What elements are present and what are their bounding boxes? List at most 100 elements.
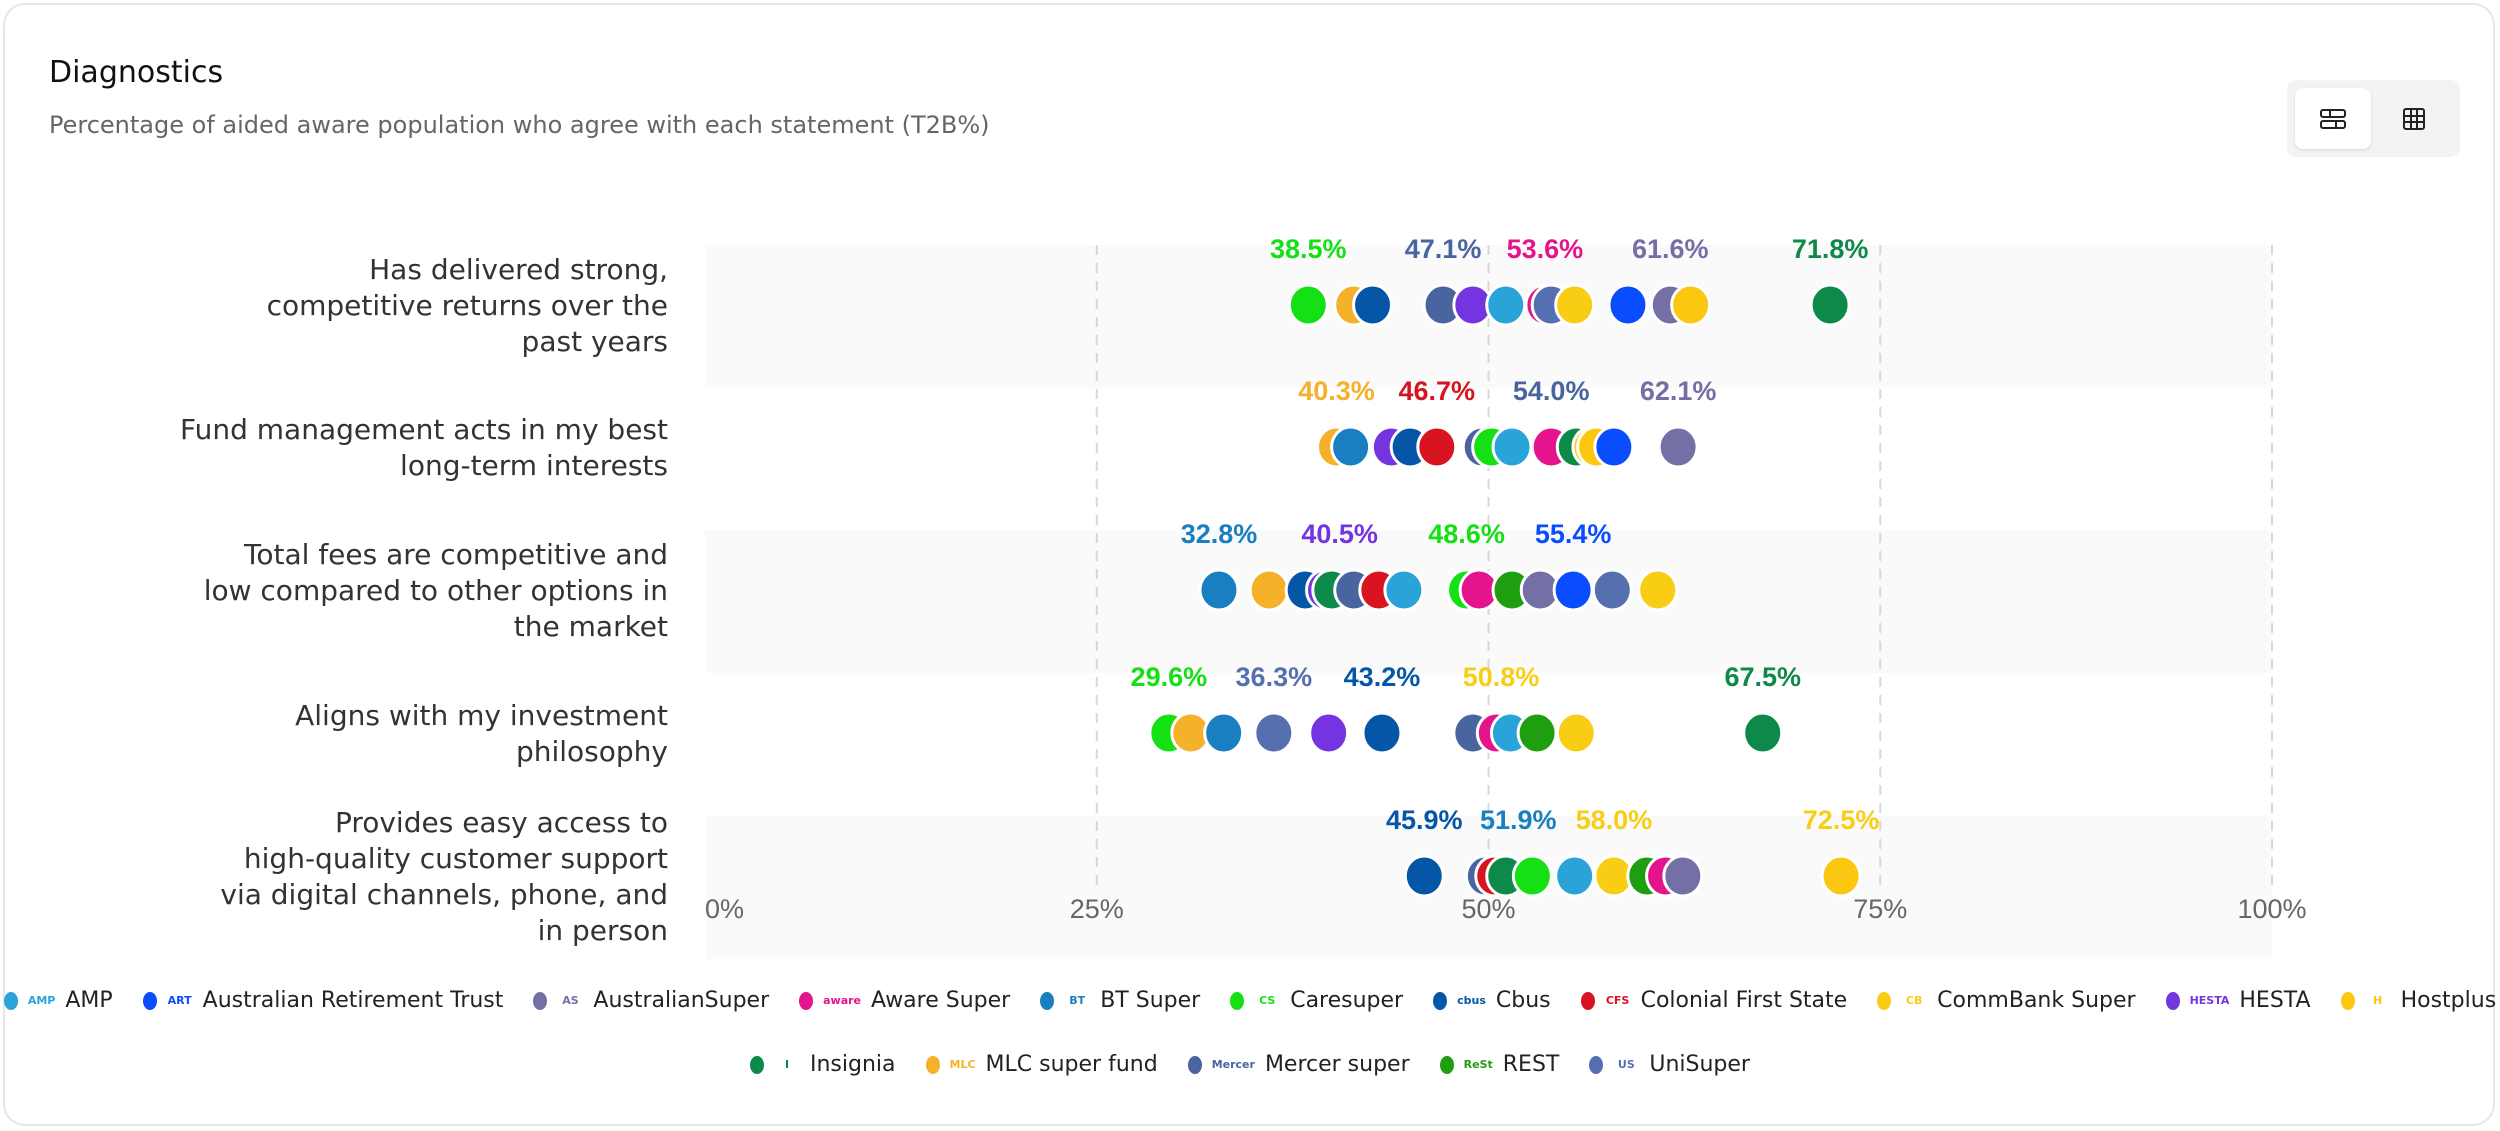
category-label: Provides easy access to high-quality cust… [220, 806, 668, 947]
category-label-line: competitive returns over the [267, 289, 668, 322]
data-point [1491, 425, 1533, 469]
category-label-line: Total fees are competitive and [243, 538, 668, 571]
data-label: 32.8% [1181, 519, 1258, 549]
legend-label: HESTA [2239, 988, 2311, 1013]
data-point [1308, 711, 1350, 755]
legend-item[interactable]: ReSt REST [1439, 1052, 1559, 1077]
category-label-line: long-term interests [400, 449, 668, 482]
dot-plot-view-button[interactable] [2295, 88, 2371, 149]
category-label-line: the market [514, 610, 668, 643]
legend-item[interactable]: aware Aware Super [799, 988, 1010, 1013]
legend-dot-icon [142, 991, 157, 1010]
brand-logo-icon: CS [1259, 994, 1276, 1007]
data-point [1330, 425, 1372, 469]
legend-item[interactable]: BT BT Super [1040, 988, 1200, 1013]
data-label: 51.9% [1480, 805, 1557, 835]
legend-item[interactable]: ART Australian Retirement Trust [142, 988, 503, 1013]
data-label: 46.7% [1399, 376, 1476, 406]
legend-label: Aware Super [871, 988, 1011, 1013]
brand-logo-icon: H [2372, 994, 2383, 1007]
legend-item[interactable]: MLC MLC super fund [925, 1052, 1158, 1077]
category-label: Aligns with my investment philosophy [295, 699, 668, 768]
legend-dot-icon [1187, 1055, 1202, 1074]
x-tick-label: 75% [1853, 894, 1907, 924]
data-point [1352, 283, 1394, 327]
category-label-line: high-quality customer support [244, 842, 668, 875]
brand-logo-icon: ReSt [1463, 1058, 1493, 1071]
legend-label: AMP [65, 988, 113, 1013]
data-point [1637, 568, 1679, 612]
brand-logo-icon: aware [823, 994, 862, 1007]
legend-dot-icon [799, 991, 814, 1010]
legend-dot-icon [1433, 991, 1448, 1010]
table-view-button[interactable] [2376, 88, 2452, 149]
brand-logo-icon: BT [1069, 994, 1086, 1007]
data-point [1198, 568, 1240, 612]
category-label-line: Aligns with my investment [295, 699, 668, 732]
data-label: 36.3% [1236, 662, 1313, 692]
data-label: 54.0% [1513, 376, 1590, 406]
data-label: 62.1% [1640, 376, 1717, 406]
data-point [1742, 711, 1784, 755]
brand-logo-icon: cbus [1457, 994, 1486, 1007]
legend-label: Insignia [810, 1052, 896, 1077]
data-label: 58.0% [1576, 805, 1653, 835]
card-subtitle: Percentage of aided aware population who… [49, 111, 990, 139]
brand-logo-icon: CFS [1605, 994, 1630, 1007]
legend-item[interactable]: AMP AMP [3, 988, 113, 1013]
legend-dot-icon [1589, 1055, 1604, 1074]
table-grid-icon [2403, 107, 2425, 130]
data-point [1248, 568, 1290, 612]
legend-item[interactable]: cbus Cbus [1433, 988, 1551, 1013]
data-point [1820, 854, 1862, 898]
category-label: Has delivered strong, competitive returns… [267, 253, 668, 358]
x-tick-label: 50% [1461, 894, 1515, 924]
data-point [1809, 283, 1851, 327]
brand-logo-icon: Mercer [1211, 1058, 1255, 1071]
legend-item[interactable]: CS Caresuper [1230, 988, 1403, 1013]
brand-logo-icon: MLC [949, 1058, 976, 1071]
data-point [1554, 283, 1596, 327]
data-point [1383, 568, 1425, 612]
x-tick-label: 25% [1070, 894, 1124, 924]
data-point [1287, 283, 1329, 327]
brand-logo-icon: AMP [27, 994, 56, 1007]
legend-item[interactable]: I Insignia [750, 1052, 896, 1077]
data-label: 53.6% [1507, 234, 1584, 264]
category-label: Total fees are competitive and low compar… [204, 538, 668, 643]
data-point [1511, 854, 1553, 898]
category-label-line: past years [522, 325, 668, 358]
legend-item[interactable]: CFS Colonial First State [1580, 988, 1847, 1013]
x-tick-label: 0% [705, 894, 744, 924]
category-label-line: in person [538, 914, 668, 947]
legend-dot-icon [2165, 991, 2180, 1010]
dot-plot-chart: 0% 25% 50% 75% 100% Has delivered strong, comp… [180, 234, 2307, 947]
legend-item[interactable]: CB CommBank Super [1877, 988, 2136, 1013]
data-label: 55.4% [1535, 519, 1612, 549]
brand-logo-icon: AS [562, 994, 579, 1007]
legend-row: I Insignia MLC MLC super fund Mercer Mercer s… [0, 1052, 2500, 1077]
data-label: 72.5% [1803, 805, 1880, 835]
category-label-line: via digital channels, phone, and [220, 878, 668, 911]
data-label: 67.5% [1724, 662, 1801, 692]
data-point [1555, 711, 1597, 755]
legend-label: UniSuper [1649, 1052, 1750, 1077]
data-point [1416, 425, 1458, 469]
legend-item[interactable]: AS AustralianSuper [533, 988, 769, 1013]
brand-logo-icon: CB [1905, 994, 1923, 1007]
data-label: 43.2% [1344, 662, 1421, 692]
legend-item[interactable]: Mercer Mercer super [1187, 1052, 1410, 1077]
data-label: 50.8% [1463, 662, 1540, 692]
data-point [1554, 854, 1596, 898]
data-label: 29.6% [1131, 662, 1208, 692]
data-point [1593, 425, 1635, 469]
legend-item[interactable]: H Hostplus [2340, 988, 2496, 1013]
legend-item[interactable]: US UniSuper [1589, 1052, 1750, 1077]
x-tick-label: 100% [2237, 894, 2306, 924]
legend-item[interactable]: HESTA HESTA [2165, 988, 2311, 1013]
data-point [1607, 283, 1649, 327]
legend-label: Mercer super [1264, 1052, 1410, 1077]
legend-dot-icon [1230, 991, 1245, 1010]
data-point [1670, 283, 1712, 327]
data-point [1662, 854, 1704, 898]
